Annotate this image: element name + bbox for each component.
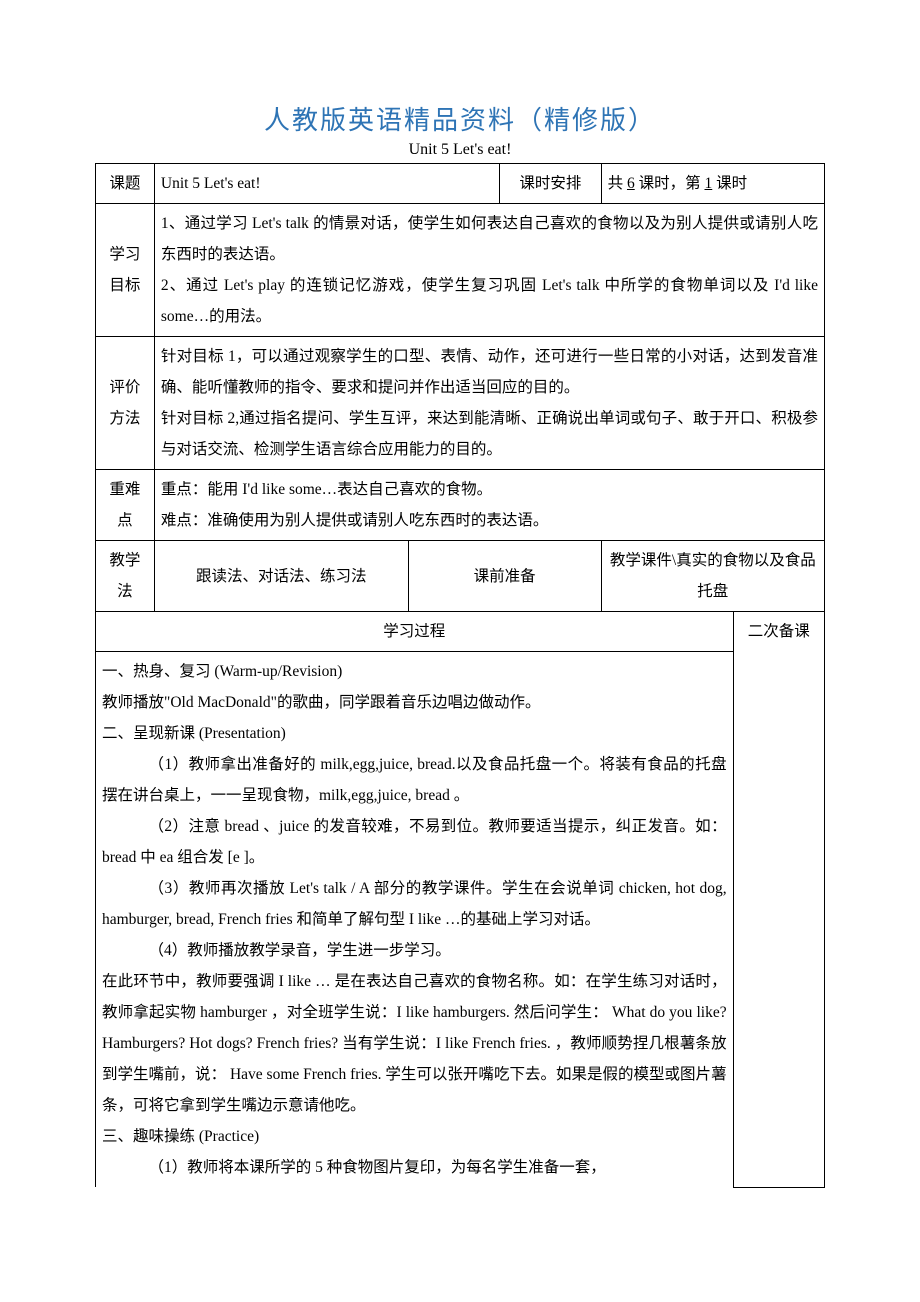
label-diff: 重难点 (96, 470, 155, 541)
side-notes: 二次备课 (733, 612, 824, 1188)
eval-content: 针对目标 1，可以通过观察学生的口型、表情、动作，还可进行一些日常的小对话，达到… (154, 337, 824, 470)
method-value: 跟读法、对话法、练习法 (154, 541, 408, 612)
s1-heading: 一、热身、复习 (Warm-up/Revision) (102, 656, 727, 687)
label-eval: 评价方法 (96, 337, 155, 470)
s2-p5: 在此环节中，教师要强调 I like … 是在表达自己喜欢的食物名称。如：在学生… (102, 966, 727, 1121)
s3-p1: （1）教师将本课所学的 5 种食物图片复印，为每名学生准备一套， (102, 1152, 727, 1183)
prep-value: 教学课件\真实的食物以及食品托盘 (601, 541, 824, 612)
s2-heading: 二、呈现新课 (Presentation) (102, 718, 727, 749)
main-title: 人教版英语精品资料（精修版） (95, 100, 825, 137)
goals-content: 1、通过学习 Let's talk 的情景对话，使学生如何表达自己喜欢的食物以及… (154, 204, 824, 337)
label-goals: 学习目标 (96, 204, 155, 337)
s2-p3: （3）教师再次播放 Let's talk / A 部分的教学课件。学生在会说单词… (102, 873, 727, 935)
label-method: 教学法 (96, 541, 155, 612)
s2-p1: （1）教师拿出准备好的 milk,egg,juice, bread.以及食品托盘… (102, 749, 727, 811)
s1-p1: 教师播放"Old MacDonald"的歌曲，同学跟着音乐边唱边做动作。 (102, 687, 727, 718)
label-topic: 课题 (96, 164, 155, 204)
period-value: 共 6 课时，第 1 课时 (601, 164, 824, 204)
diff-content: 重点：能用 I'd like some…表达自己喜欢的食物。 难点：准确使用为别… (154, 470, 824, 541)
row-eval: 评价方法 针对目标 1，可以通过观察学生的口型、表情、动作，还可进行一些日常的小… (96, 337, 825, 470)
process-body: 一、热身、复习 (Warm-up/Revision) 教师播放"Old MacD… (96, 652, 734, 1188)
row-method: 教学法 跟读法、对话法、练习法 课前准备 教学课件\真实的食物以及食品托盘 (96, 541, 825, 612)
period-label: 课时安排 (500, 164, 602, 204)
row-process-body: 一、热身、复习 (Warm-up/Revision) 教师播放"Old MacD… (96, 652, 825, 1188)
row-topic: 课题 Unit 5 Let's eat! 课时安排 共 6 课时，第 1 课时 (96, 164, 825, 204)
unit-subtitle: Unit 5 Let's eat! (95, 141, 825, 159)
prep-label: 课前准备 (408, 541, 601, 612)
topic-value: Unit 5 Let's eat! (154, 164, 499, 204)
process-header: 学习过程 (96, 612, 734, 652)
s3-heading: 三、趣味操练 (Practice) (102, 1121, 727, 1152)
s2-p2: （2）注意 bread 、juice 的发音较难，不易到位。教师要适当提示，纠正… (102, 811, 727, 873)
row-goals: 学习目标 1、通过学习 Let's talk 的情景对话，使学生如何表达自己喜欢… (96, 204, 825, 337)
row-diff: 重难点 重点：能用 I'd like some…表达自己喜欢的食物。 难点：准确… (96, 470, 825, 541)
row-process-header: 学习过程 二次备课 (96, 612, 825, 652)
s2-p4: （4）教师播放教学录音，学生进一步学习。 (102, 935, 727, 966)
lesson-plan-table: 课题 Unit 5 Let's eat! 课时安排 共 6 课时，第 1 课时 … (95, 163, 825, 1188)
